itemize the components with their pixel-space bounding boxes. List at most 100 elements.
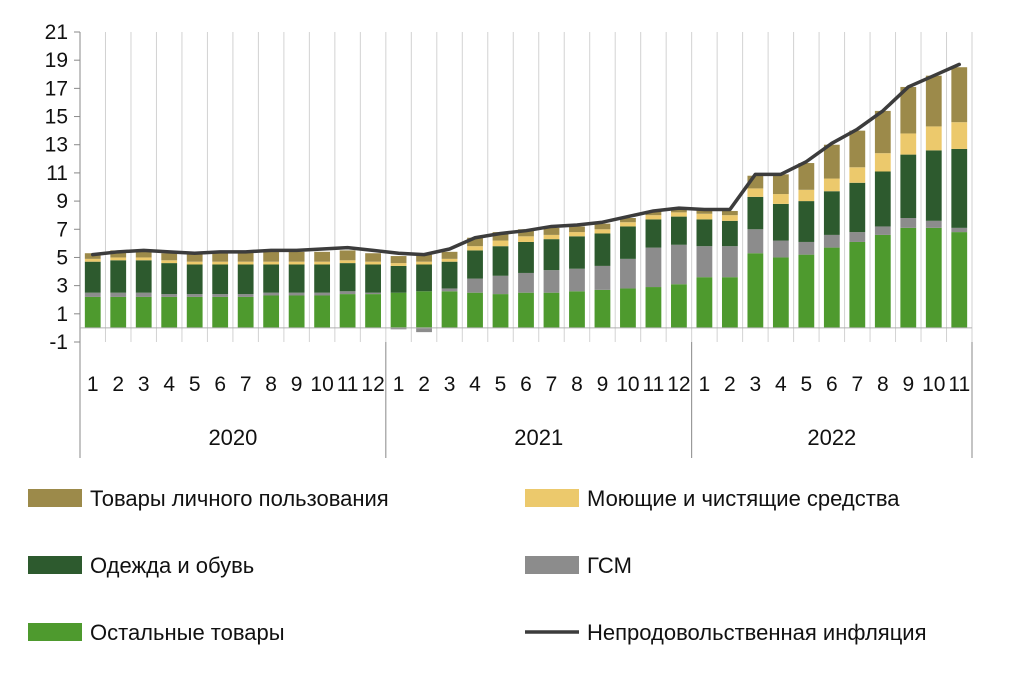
- bar-segment: [721, 210, 738, 216]
- y-tick-label: 7: [56, 218, 68, 241]
- bar-segment: [620, 258, 636, 289]
- bar-segment: [212, 251, 229, 262]
- bar-segment: [339, 250, 356, 261]
- month-label: 9: [291, 373, 303, 396]
- bar-segment: [186, 261, 203, 265]
- bar-segment: [900, 133, 917, 155]
- month-label: 8: [571, 373, 583, 396]
- bar-segment: [798, 241, 815, 255]
- bar-segment: [84, 261, 101, 293]
- bar-segment: [288, 292, 305, 296]
- month-label: 5: [800, 373, 812, 396]
- bar-segment: [288, 261, 305, 265]
- bar-segment: [925, 220, 942, 228]
- month-label: 8: [877, 373, 889, 396]
- bar-segment: [263, 292, 280, 296]
- bar-segment: [594, 233, 611, 266]
- bar-segment: [594, 289, 611, 328]
- bar-segment: [696, 277, 713, 328]
- bar-segment: [671, 216, 687, 245]
- bar-segment: [620, 226, 636, 259]
- month-label: 2: [112, 373, 124, 396]
- bar-segment: [671, 212, 687, 217]
- bar-segment: [339, 291, 356, 295]
- bar-segment: [823, 178, 840, 192]
- bar-segment: [212, 261, 229, 265]
- bar-segment: [416, 327, 432, 333]
- bar-segment: [237, 296, 254, 328]
- month-label: 11: [643, 373, 665, 396]
- bar-segment: [925, 75, 942, 127]
- y-tick-label: 13: [45, 134, 68, 157]
- bar-segment: [645, 210, 662, 216]
- bar-segment: [237, 264, 254, 295]
- month-label: 6: [214, 373, 226, 396]
- bar-segment: [620, 288, 636, 328]
- bar-segment: [645, 287, 662, 328]
- bar-segment: [365, 253, 381, 262]
- month-label: 10: [616, 373, 639, 396]
- bar-segment: [798, 189, 815, 202]
- bar-segment: [288, 251, 305, 262]
- bar-segment: [721, 277, 738, 328]
- bar-segment: [594, 229, 611, 234]
- y-tick-label: 11: [46, 162, 68, 185]
- bar-segment: [747, 253, 764, 328]
- bar-segment: [441, 288, 458, 292]
- bar-segment: [569, 236, 585, 269]
- month-label: 11: [337, 373, 359, 396]
- month-label: 1: [87, 373, 99, 396]
- bar-segment: [747, 229, 764, 254]
- bar-segment: [110, 257, 127, 261]
- bar-segment: [645, 215, 662, 220]
- bar-segment: [288, 264, 305, 293]
- month-label: 6: [520, 373, 532, 396]
- month-label: 1: [393, 373, 405, 396]
- y-tick-label: 21: [45, 21, 68, 44]
- bar-segment: [263, 261, 280, 265]
- bar-segment: [390, 256, 407, 264]
- month-label: 7: [240, 373, 252, 396]
- inflation-line: [90, 62, 962, 257]
- bar-segment: [212, 296, 229, 328]
- bar-segment: [645, 219, 662, 248]
- legend-label: Товары личного пользования: [90, 486, 389, 511]
- legend-swatch: [525, 489, 579, 507]
- month-label: 5: [189, 373, 201, 396]
- bar-segment: [900, 227, 917, 328]
- bar-segment: [798, 254, 815, 328]
- month-label: 7: [546, 373, 558, 396]
- bar-segment: [569, 226, 585, 233]
- month-label: 4: [469, 373, 481, 396]
- bar-segment: [874, 153, 891, 172]
- bar-segment: [543, 270, 560, 293]
- bar-segment: [186, 296, 203, 328]
- bar-segment: [161, 294, 178, 297]
- bar-segment: [874, 171, 891, 227]
- bar-segment: [339, 263, 356, 292]
- bar-segment: [237, 294, 254, 297]
- bar-segment: [467, 246, 483, 251]
- y-tick-label: 19: [45, 49, 68, 72]
- bar-segment: [798, 201, 815, 242]
- bar-segment: [314, 251, 331, 262]
- bar-segment: [390, 263, 407, 266]
- bar-segment: [900, 86, 917, 134]
- bar-segment: [594, 265, 611, 290]
- bar-segment: [671, 284, 687, 328]
- bar-segment: [620, 222, 636, 227]
- bar-segment: [798, 163, 815, 190]
- bar-segment: [110, 250, 127, 258]
- y-tick-label: 9: [56, 190, 68, 213]
- bar-segment: [416, 264, 432, 292]
- bar-segment: [339, 260, 356, 264]
- bar-segment: [135, 296, 152, 328]
- bar-segment: [951, 148, 968, 228]
- bar-segment: [314, 295, 331, 328]
- month-label: 3: [138, 373, 150, 396]
- bar-segment: [135, 292, 152, 297]
- legend-label: Моющие и чистящие средства: [587, 486, 900, 511]
- y-tick-label: -1: [49, 331, 68, 354]
- month-label: 1: [699, 373, 711, 396]
- bar-segment: [365, 261, 381, 265]
